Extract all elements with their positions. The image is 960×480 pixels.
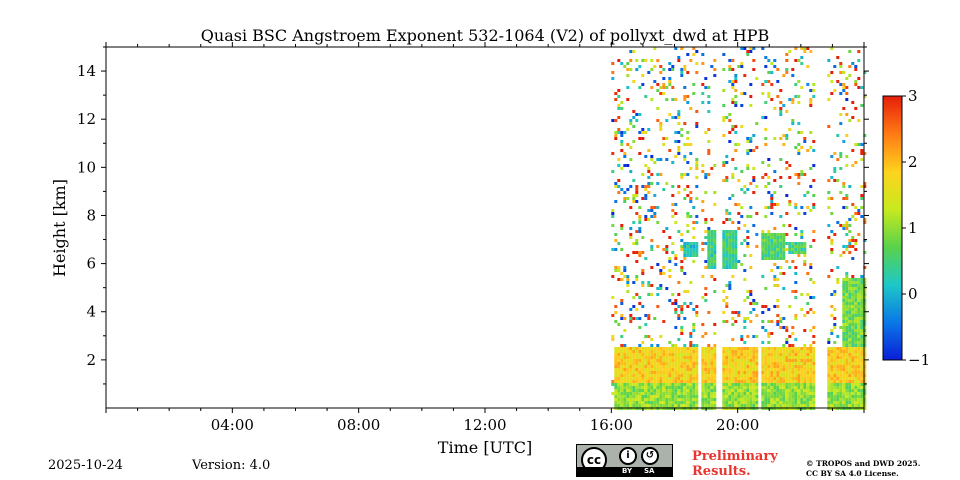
copyright-line2: CC BY SA 4.0 License.	[806, 469, 899, 478]
colorbar-tick-label: 0	[908, 285, 918, 303]
by-icon: i	[619, 447, 637, 465]
y-tick-label: 12	[77, 110, 96, 128]
sa-icon: ↺	[641, 447, 659, 465]
colorbar-tick-label: −1	[908, 351, 930, 369]
colorbar-tick-label: 3	[908, 87, 918, 105]
x-tick-label: 12:00	[463, 416, 506, 434]
colorbar	[882, 95, 903, 361]
x-tick-label: 20:00	[716, 416, 759, 434]
x-tick-label: 08:00	[337, 416, 380, 434]
y-axis-label: Height [km]	[50, 179, 69, 277]
badge-strip	[577, 467, 672, 476]
colorbar-ticks: −1 0 1 2 3	[902, 87, 930, 369]
y-axis: 2 4 6 8 10 12 14	[77, 46, 869, 385]
x-axis: 04:00 08:00 12:00 16:00 20:00	[105, 42, 865, 434]
preliminary-notice: Preliminary Results.	[692, 449, 778, 479]
sa-label: SA	[644, 467, 655, 475]
x-tick-label: 04:00	[211, 416, 254, 434]
y-tick-label: 6	[86, 255, 96, 273]
by-label: BY	[622, 467, 633, 475]
colorbar-tick-label: 2	[908, 153, 918, 171]
y-tick-label: 14	[77, 62, 96, 80]
copyright-line1: © TROPOS and DWD 2025.	[806, 459, 921, 468]
y-tick-label: 2	[86, 351, 96, 369]
copyright-notice: © TROPOS and DWD 2025. CC BY SA 4.0 Lice…	[806, 459, 920, 479]
cc-license-badge: cc i ↺ BY SA	[576, 444, 673, 477]
chart-title: Quasi BSC Angstroem Exponent 532-1064 (V…	[201, 26, 769, 45]
plot-data	[611, 47, 867, 410]
preliminary-line1: Preliminary	[692, 449, 778, 464]
y-tick-label: 10	[77, 158, 96, 176]
y-tick-label: 8	[86, 206, 96, 224]
x-tick-label: 16:00	[590, 416, 633, 434]
x-axis-label: Time [UTC]	[438, 438, 532, 457]
colorbar-tick-label: 1	[908, 219, 918, 237]
y-tick-label: 4	[86, 303, 96, 321]
footer-version: Version: 4.0	[192, 458, 271, 473]
preliminary-line2: Results.	[692, 464, 751, 479]
footer-date: 2025-10-24	[48, 458, 123, 473]
